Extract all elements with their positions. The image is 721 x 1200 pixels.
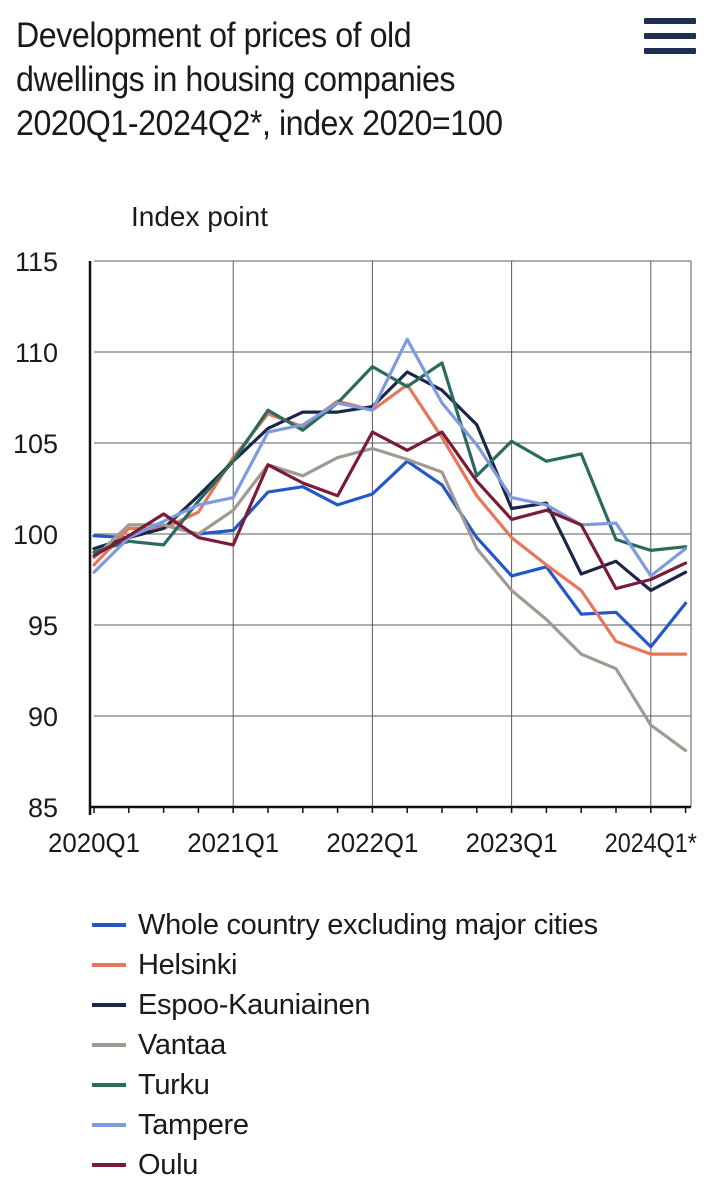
legend-swatch (92, 1123, 126, 1127)
legend-label: Turku (138, 1068, 210, 1101)
y-tick-label: 110 (15, 338, 58, 368)
x-tick-label: 2022Q1 (326, 828, 418, 858)
legend-swatch (92, 1083, 126, 1087)
menu-bar (644, 48, 696, 54)
chart-legend: Whole country excluding major cities Hels… (92, 905, 598, 1185)
legend-item: Helsinki (92, 945, 598, 985)
legend-swatch (92, 1003, 126, 1007)
y-tick-label: 90 (28, 702, 58, 732)
legend-item: Espoo-Kauniainen (92, 985, 598, 1025)
legend-item: Oulu (92, 1145, 598, 1185)
y-tick-label: 115 (15, 247, 58, 277)
y-tick-label: 85 (28, 793, 58, 823)
line-chart: Index point 85 90 95 100 105 110 115 2020Q1 2021Q… (13, 201, 697, 858)
chart-title-line: dwellings in housing companies (16, 60, 456, 99)
series-line-tampere (92, 337, 688, 578)
x-tick-label: 2024Q1* (605, 828, 697, 858)
legend-label: Vantaa (138, 1028, 226, 1061)
legend-swatch (92, 963, 126, 967)
legend-label: Helsinki (138, 948, 238, 981)
series-line-espoo-kauniainen (92, 370, 688, 592)
legend-label: Oulu (138, 1148, 199, 1181)
legend-item: Turku (92, 1065, 598, 1105)
series-line-helsinki (92, 383, 688, 656)
legend-swatch (92, 1043, 126, 1047)
x-tick-label: 2020Q1 (48, 828, 140, 858)
x-tick-label: 2023Q1 (466, 828, 558, 858)
legend-swatch (92, 923, 126, 927)
chart-title-line: 2020Q1-2024Q2*, index 2020=100 (16, 104, 503, 143)
y-axis-label: Index point (131, 201, 268, 232)
hamburger-menu-icon[interactable] (644, 16, 696, 56)
y-tick-label: 95 (28, 611, 58, 641)
menu-bar (644, 33, 696, 39)
legend-label: Whole country excluding major cities (138, 908, 598, 941)
legend-swatch (92, 1163, 126, 1167)
y-tick-label: 105 (13, 429, 58, 459)
legend-item: Whole country excluding major cities (92, 905, 598, 945)
x-tick-label: 2021Q1 (187, 828, 279, 858)
y-tick-label: 100 (13, 520, 58, 550)
legend-label: Tampere (138, 1108, 249, 1141)
legend-label: Espoo-Kauniainen (138, 988, 371, 1021)
legend-item: Vantaa (92, 1025, 598, 1065)
series-line-oulu (92, 430, 688, 591)
chart-title: Development of prices of old dwellings i… (16, 14, 568, 146)
legend-item: Tampere (92, 1105, 598, 1145)
chart-title-line: Development of prices of old (16, 16, 412, 55)
menu-bar (644, 18, 696, 24)
